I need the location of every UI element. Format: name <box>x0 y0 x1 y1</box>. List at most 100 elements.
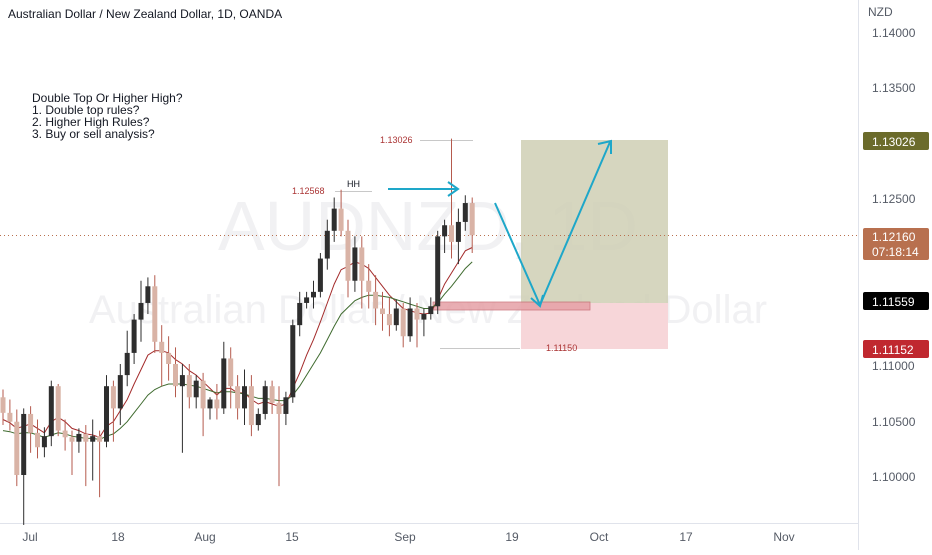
candle-body <box>90 436 96 442</box>
candle <box>338 189 344 237</box>
candle-body <box>242 386 247 409</box>
candle-body <box>366 280 372 292</box>
candle <box>166 336 172 381</box>
candle <box>255 408 261 431</box>
svg-text:1.11559: 1.11559 <box>872 295 915 309</box>
candle <box>283 391 289 426</box>
candle <box>41 427 47 458</box>
candle-body <box>386 314 392 326</box>
candle-body <box>276 402 282 414</box>
candle <box>110 380 116 442</box>
price-axis[interactable]: NZD 1.14000 1.13500 1.12500 1.11000 1.10… <box>863 5 929 484</box>
candle-body <box>0 397 6 413</box>
time-axis[interactable]: Jul 18 Aug 15 Sep 19 Oct 17 Nov <box>22 530 794 544</box>
candle <box>407 297 413 342</box>
candle-body <box>159 341 165 353</box>
candle <box>104 375 109 448</box>
candle-body <box>131 319 137 353</box>
x-tick-jul: Jul <box>22 530 37 544</box>
candle <box>76 428 82 453</box>
candle-body <box>255 413 261 426</box>
candle <box>366 264 372 309</box>
candle <box>0 389 6 426</box>
x-tick-nov: Nov <box>773 530 794 544</box>
candle-body <box>110 386 116 409</box>
x-tick-15: 15 <box>285 530 299 544</box>
candle-body <box>290 325 296 398</box>
candle <box>276 386 282 487</box>
candle <box>352 236 358 292</box>
svg-text:1.12160: 1.12160 <box>872 230 916 244</box>
candle-body <box>235 386 241 409</box>
candle <box>131 314 137 364</box>
x-tick-19: 19 <box>505 530 519 544</box>
candle-body <box>69 437 75 442</box>
stop-zone-box[interactable] <box>521 303 668 349</box>
candle-body <box>166 352 172 364</box>
candle <box>7 399 13 431</box>
candle-body <box>297 302 303 326</box>
candlesticks <box>0 138 475 525</box>
candle <box>442 219 448 253</box>
candle-body <box>28 413 34 433</box>
entry-zone-rect[interactable] <box>432 301 591 311</box>
candle <box>152 275 158 353</box>
candle-body <box>138 302 144 320</box>
candle-body <box>179 375 185 387</box>
candle <box>248 375 254 437</box>
price-tags: 1.13026 1.12160 07:18:14 1.11559 1.11152 <box>863 132 929 358</box>
y-tick-1: 1.14000 <box>872 26 916 40</box>
candle <box>55 383 61 437</box>
candle <box>297 291 303 337</box>
note-line-2: 1. Double top rules? <box>32 103 140 117</box>
hh-arrow[interactable] <box>388 181 460 197</box>
candle <box>386 297 392 337</box>
candle-body <box>428 306 434 315</box>
candle <box>193 375 199 409</box>
axis-currency-label: NZD <box>868 5 893 19</box>
candle-body <box>400 308 406 337</box>
candle-body <box>331 208 337 231</box>
candle <box>186 364 192 409</box>
candle <box>359 236 365 309</box>
candle-body <box>173 364 178 387</box>
profit-zone-box[interactable] <box>521 140 668 303</box>
candle-body <box>228 358 234 387</box>
candle-body <box>207 399 213 409</box>
x-tick-oct: Oct <box>590 530 609 544</box>
candle-body <box>214 399 220 409</box>
candle-body <box>35 432 40 448</box>
candle <box>242 369 247 426</box>
x-tick-17: 17 <box>679 530 693 544</box>
candle-body <box>304 297 310 303</box>
candle-body <box>221 358 227 409</box>
candle-body <box>345 230 351 281</box>
candle <box>138 280 144 342</box>
candle-body <box>83 433 89 442</box>
candle <box>221 341 227 414</box>
y-tick-3: 1.12500 <box>872 192 916 206</box>
candle-body <box>262 386 268 414</box>
candle <box>35 419 40 459</box>
candle-body <box>393 308 399 326</box>
candle-body <box>124 352 130 376</box>
candle <box>414 302 420 348</box>
candle-body <box>380 308 385 315</box>
svg-text:1.11152: 1.11152 <box>872 343 914 357</box>
candle-body <box>373 291 379 309</box>
analysis-note[interactable]: Double Top Or Higher High? 1. Double top… <box>32 91 183 141</box>
candle <box>69 430 75 475</box>
candle-body <box>14 421 20 475</box>
candle <box>269 380 275 414</box>
note-line-3: 2. Higher High Rules? <box>32 115 150 129</box>
projection-arrow[interactable] <box>494 139 612 308</box>
y-tick-6: 1.10000 <box>872 470 916 484</box>
candle <box>345 219 351 298</box>
tag-target: 1.13026 <box>863 132 929 150</box>
tag-stop: 1.11152 <box>863 340 929 358</box>
candle-body <box>21 413 27 475</box>
candle <box>235 375 241 420</box>
candle <box>324 219 330 270</box>
